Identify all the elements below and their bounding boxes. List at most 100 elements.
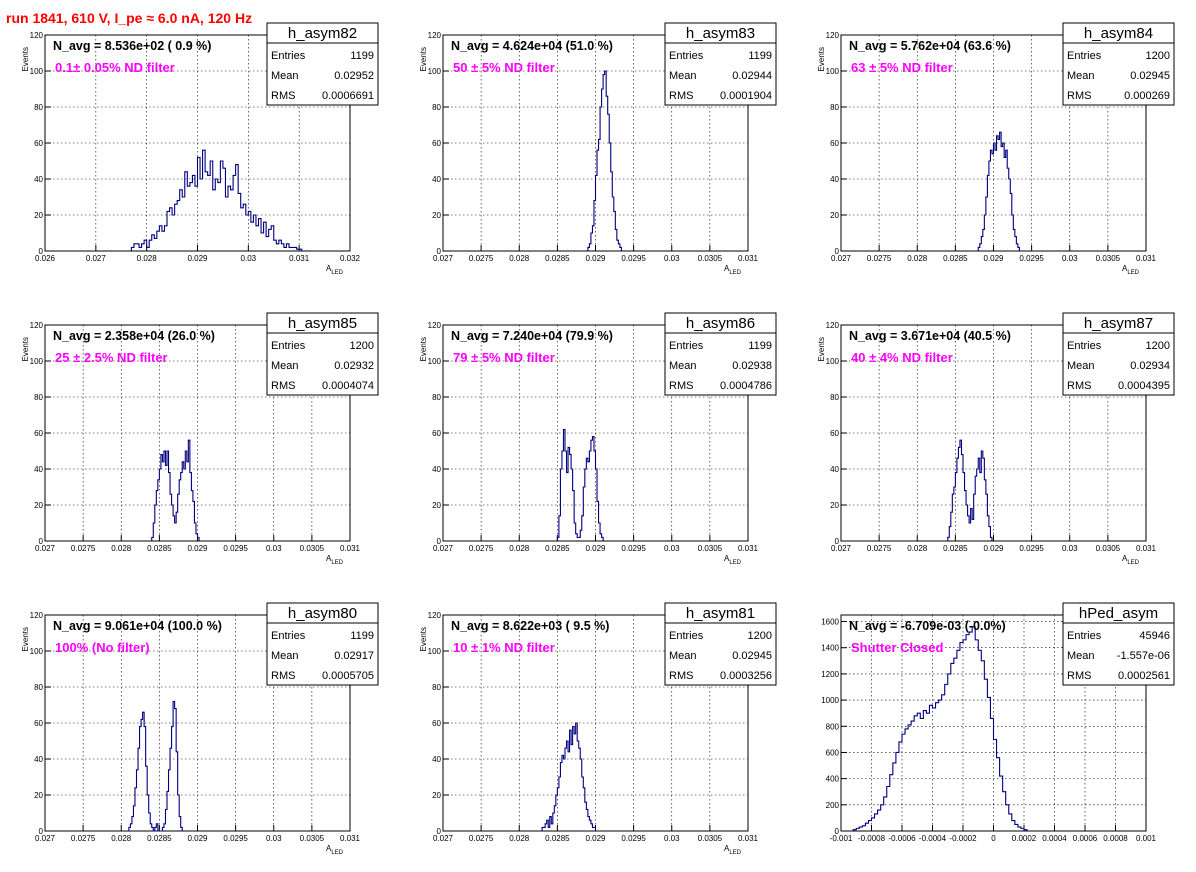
x-tick-label: 0.0295 [1019,254,1044,263]
y-tick-label: 100 [30,67,44,76]
x-tick-label: 0.0295 [223,834,248,843]
y-tick-label: 80 [432,683,441,692]
x-axis-label: ALED [724,844,742,856]
x-tick-label: 0.029 [187,254,208,263]
stats-key: RMS [1067,380,1091,392]
stats-box: h_asym84 Entries 1200 Mean 0.02945 RMS 0.00026… [1062,22,1175,106]
x-tick-label: 0.0305 [1096,544,1121,553]
plot-frame [44,614,351,832]
x-tick-label: 0.0275 [469,254,494,263]
x-tick-label: 0.0008 [1103,834,1128,843]
y-tick-label: 0 [437,247,442,256]
y-tick-label: 60 [830,139,839,148]
y-tick-label: 40 [34,755,43,764]
x-tick-label: 0.0285 [943,254,968,263]
x-tick-label: 0.0285 [147,544,172,553]
stats-value: 1199 [748,340,772,352]
plot-frame [44,324,351,542]
x-tick-label: 0.028 [509,254,530,263]
stats-key: Entries [271,50,306,62]
x-tick-label: 0.028 [111,544,132,553]
stats-body-box [266,42,379,106]
x-tick-label: 0.0305 [300,544,325,553]
x-tick-label: 0.0305 [698,254,723,263]
stats-key: Mean [669,70,697,82]
filter-label: 40 ± 4% ND filter [851,350,953,365]
stats-body-box [1062,42,1175,106]
x-tick-label: 0.027 [86,254,107,263]
histogram-panel-h_asym84: 0 20 40 60 80 100 120 0.027 0.0275 0.028 0.0285 0.0… [817,22,1175,276]
stats-key: Entries [1067,340,1102,352]
x-tick-label: 0.031 [289,254,310,263]
stats-key: RMS [669,90,693,102]
x-tick-label: 0 [991,834,996,843]
stats-key: RMS [271,380,295,392]
y-tick-label: 60 [34,429,43,438]
y-axis-label: Events [21,337,30,361]
x-tick-label: 0.027 [831,254,852,263]
y-tick-label: 600 [826,748,840,757]
histogram-line [852,626,1028,831]
y-tick-label: 40 [432,465,441,474]
stats-value: 0.02934 [1130,360,1170,372]
x-tick-label: 0.0295 [1019,544,1044,553]
histogram-panel-h_asym86: 0 20 40 60 80 100 120 0.027 0.0275 0.028 0.0285 0.0… [419,312,777,566]
filter-label: 100% (No filter) [55,640,150,655]
histogram-name: h_asym84 [1084,25,1153,42]
x-tick-label: 0.027 [831,544,852,553]
stats-value: 45946 [1139,630,1170,642]
y-tick-label: 400 [826,775,840,784]
histogram-name: h_asym81 [686,605,755,622]
stats-value: 0.02917 [334,650,374,662]
x-axis-label-sub: LED [1127,560,1139,566]
x-tick-label: 0.0004 [1042,834,1067,843]
x-tick-label: 0.031 [738,834,759,843]
stats-key: Entries [669,340,704,352]
x-tick-label: 0.0295 [223,544,248,553]
x-tick-label: 0.03 [664,834,680,843]
y-axis-label: Events [817,337,826,361]
x-axis-label-sub: LED [331,850,343,856]
n-avg-label: N_avg = 9.061e+04 (100.0 %) [53,619,222,633]
stats-box: h_asym86 Entries 1199 Mean 0.02938 RMS 0.00047… [664,312,777,396]
y-tick-label: 80 [34,393,43,402]
histogram-line [556,428,604,541]
y-tick-label: 20 [34,791,43,800]
histogram-line [130,149,303,251]
histogram-panel-h_asym81: 0 20 40 60 80 100 120 0.027 0.0275 0.028 0.0285 0.0… [419,602,777,856]
y-tick-label: 80 [830,393,839,402]
stats-key: Mean [1067,360,1095,372]
x-tick-label: 0.029 [983,544,1004,553]
x-tick-label: 0.0285 [545,254,570,263]
y-tick-label: 120 [428,611,442,620]
x-tick-label: 0.03 [241,254,257,263]
y-tick-label: 0 [835,827,840,836]
y-tick-label: 120 [826,321,840,330]
x-tick-label: 0.0295 [621,834,646,843]
x-axis-label: ALED [724,264,742,276]
n-avg-label: N_avg = 2.358e+04 (26.0 %) [53,329,215,343]
y-tick-label: 100 [826,67,840,76]
x-tick-label: 0.0285 [545,544,570,553]
x-tick-label: 0.0275 [867,254,892,263]
stats-value: 0.02938 [732,360,772,372]
x-tick-label: 0.0002 [1012,834,1037,843]
stats-key: RMS [1067,670,1091,682]
histogram-panel-h_asym83: 0 20 40 60 80 100 120 0.027 0.0275 0.028 0.0285 0.0… [419,22,777,276]
x-tick-label: 0.027 [433,254,454,263]
x-tick-label: 0.0285 [147,834,172,843]
y-tick-label: 100 [428,647,442,656]
stats-key: Entries [271,630,306,642]
y-tick-label: 20 [34,211,43,220]
y-tick-label: 0 [39,247,44,256]
stats-body-box [266,332,379,396]
plot-frame [840,34,1147,252]
stats-key: Mean [1067,70,1095,82]
x-tick-label: 0.031 [1136,544,1157,553]
x-tick-label: 0.029 [187,834,208,843]
stats-value: 1200 [350,340,374,352]
y-tick-label: 80 [432,393,441,402]
y-tick-label: 20 [432,501,441,510]
x-tick-label: -0.0004 [919,834,947,843]
n-avg-label: N_avg = 4.624e+04 (51.0 %) [451,39,613,53]
